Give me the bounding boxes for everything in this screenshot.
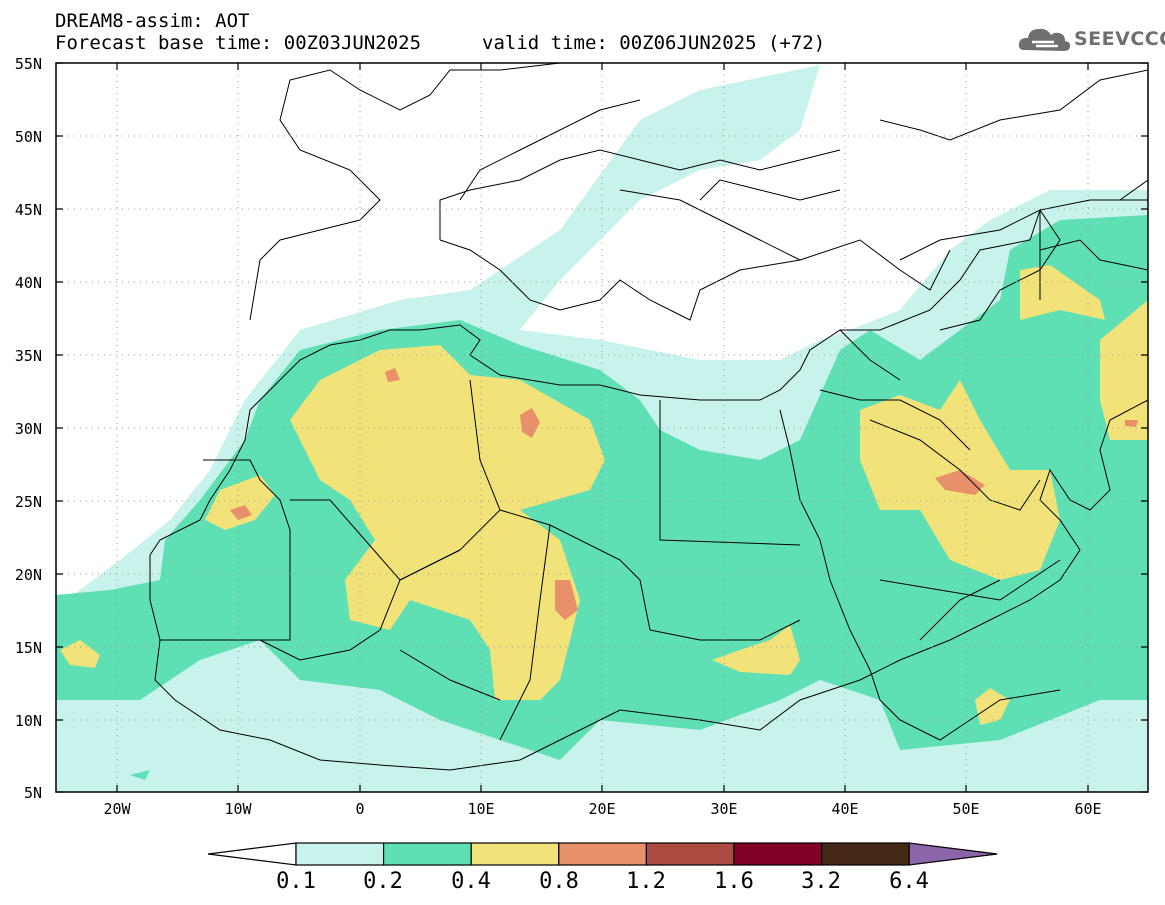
lon-label: 40E xyxy=(831,800,859,818)
aot-level-0.8 xyxy=(230,368,1138,620)
colorbar-label: 1.2 xyxy=(626,869,666,894)
colorbar-segment xyxy=(295,842,385,866)
lon-label: 30E xyxy=(710,800,738,818)
lat-label: 35N xyxy=(14,347,42,365)
colorbar xyxy=(207,842,998,866)
lon-label: 50E xyxy=(952,800,980,818)
lat-label: 10N xyxy=(14,712,42,730)
chart-title: DREAM8-assim: AOT xyxy=(55,10,250,32)
seevccc-logo: SEEVCCC xyxy=(1018,22,1165,58)
lat-label: 15N xyxy=(14,639,42,657)
axis-ticks xyxy=(56,62,1148,793)
lon-label: 0 xyxy=(355,800,365,818)
lat-label: 25N xyxy=(14,493,42,511)
lat-label: 20N xyxy=(14,566,42,584)
colorbar-label: 6.4 xyxy=(889,869,929,894)
lon-label: 10W xyxy=(224,800,252,818)
colorbar-label: 0.2 xyxy=(363,869,403,894)
forecast-times: Forecast base time: 00Z03JUN2025 valid ti… xyxy=(55,32,825,54)
colorbar-label: 0.4 xyxy=(451,869,491,894)
base-time: Forecast base time: 00Z03JUN2025 xyxy=(55,32,422,54)
logo-text: SEEVCCC xyxy=(1074,28,1165,50)
colorbar-segment xyxy=(383,842,472,866)
colorbar-over-arrow xyxy=(908,842,998,866)
lat-label: 5N xyxy=(23,784,42,802)
coastlines xyxy=(149,63,1148,771)
cloud-icon xyxy=(1018,28,1071,51)
gridlines xyxy=(56,63,1148,792)
lat-label: 45N xyxy=(14,201,42,219)
lon-label: 60E xyxy=(1074,800,1102,818)
colorbar-label: 3.2 xyxy=(801,869,841,894)
colorbar-label: 0.1 xyxy=(276,869,316,894)
lon-label: 20E xyxy=(588,800,616,818)
aot-field xyxy=(56,65,1148,792)
colorbar-segment xyxy=(733,842,823,866)
colorbar-segment xyxy=(558,842,647,866)
lon-label: 20W xyxy=(103,800,131,818)
colorbar-segment xyxy=(645,842,735,866)
lat-label: 55N xyxy=(14,55,42,73)
lat-label: 40N xyxy=(14,274,42,292)
lat-label: 50N xyxy=(14,128,42,146)
lat-label: 30N xyxy=(14,420,42,438)
colorbar-label: 0.8 xyxy=(539,869,579,894)
colorbar-segment xyxy=(820,842,910,866)
colorbar-label: 1.6 xyxy=(714,869,754,894)
lon-label: 10E xyxy=(467,800,495,818)
valid-time: valid time: 00Z06JUN2025 (+72) xyxy=(482,32,826,54)
colorbar-segment xyxy=(470,842,560,866)
colorbar-under-arrow xyxy=(207,842,297,866)
aot-level-0.2 xyxy=(56,215,1148,780)
